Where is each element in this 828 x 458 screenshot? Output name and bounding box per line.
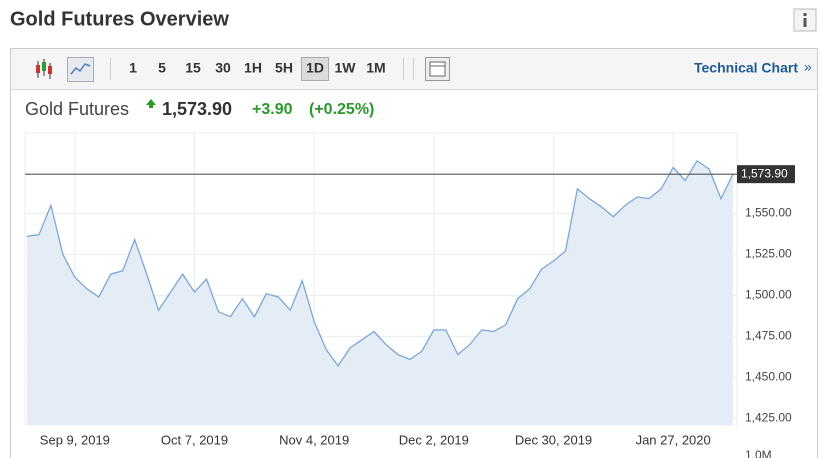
plot: 1,425.00 1,450.00 1,475.00 1,500.00 1,525.00… xyxy=(24,132,795,458)
y-tick-label: 1,550.00 xyxy=(745,206,792,220)
y-tick-label: 1,425.00 xyxy=(745,411,792,425)
interval-selected-box[interactable] xyxy=(301,57,329,81)
x-tick-label: Sep 9, 2019 xyxy=(40,432,110,447)
price-line xyxy=(26,159,734,368)
candle-body xyxy=(36,65,40,73)
last-price-tag-label: 1,573.90 xyxy=(741,166,788,180)
y-tick-label: 1,475.00 xyxy=(745,329,792,343)
x-tick-label: Oct 7, 2019 xyxy=(161,432,228,447)
candle-icon[interactable] xyxy=(36,59,52,79)
x-tick-label: Dec 2, 2019 xyxy=(399,432,469,447)
volume-label: 1.0M xyxy=(745,448,772,458)
candle-body xyxy=(48,66,52,74)
interval-button[interactable]: 30 xyxy=(215,60,231,76)
y-tick-label: 1,525.00 xyxy=(745,247,792,261)
last-price-tag xyxy=(737,165,795,184)
interval-button[interactable]: 1W xyxy=(335,60,357,76)
x-tick-label: Nov 4, 2019 xyxy=(279,432,349,447)
info-button[interactable] xyxy=(793,8,817,32)
interval-button[interactable]: 5 xyxy=(158,60,166,76)
instrument-name: Gold Futures xyxy=(25,99,129,119)
info-icon-dot xyxy=(803,13,807,16)
interval-button[interactable]: 5H xyxy=(275,60,293,76)
x-tick-label: Dec 30, 2019 xyxy=(515,432,592,447)
area-fill xyxy=(27,160,733,425)
interval-button[interactable]: 1 xyxy=(129,60,137,76)
interval-button[interactable]: 1D xyxy=(306,60,324,76)
x-tick-label: Jan 27, 2020 xyxy=(636,432,711,447)
y-tick-label: 1,500.00 xyxy=(745,288,792,302)
link-arrow[interactable]: » xyxy=(804,59,812,75)
y-tick-label: 1,450.00 xyxy=(745,370,792,384)
last-price: 1,573.90 xyxy=(162,99,232,119)
technical-chart-link[interactable]: Technical Chart xyxy=(694,60,798,76)
line-icon-path xyxy=(70,63,91,75)
interval-button[interactable]: 1M xyxy=(366,60,385,76)
up-arrow xyxy=(146,99,156,105)
info-icon xyxy=(803,18,807,27)
up-arrow-stem xyxy=(149,105,153,108)
widget-title: Gold Futures Overview xyxy=(10,8,229,30)
price-change: +3.90 xyxy=(252,101,293,118)
interval-button[interactable]: 15 xyxy=(185,60,201,76)
layout-icon-frame xyxy=(429,61,446,77)
line-icon[interactable] xyxy=(67,57,94,82)
price-change-pct: (+0.25%) xyxy=(309,101,374,118)
interval-button[interactable]: 1H xyxy=(244,60,262,76)
layout-icon[interactable] xyxy=(425,57,450,81)
candle-body xyxy=(42,62,46,71)
